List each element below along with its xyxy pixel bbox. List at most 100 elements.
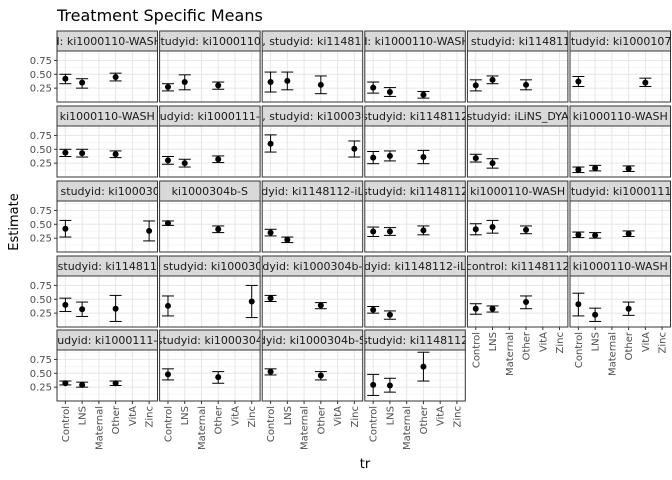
- facet-panel: studyid: ki1000111-: [569, 180, 671, 253]
- facet-strip-label: ki1000110-WASH: [573, 110, 668, 123]
- estimate-point: [351, 145, 358, 152]
- estimate-point: [284, 236, 291, 243]
- panel-border: [466, 50, 569, 103]
- x-tick-label: Zinc: [145, 406, 156, 427]
- estimate-point: [592, 311, 599, 318]
- panel-border: [159, 200, 261, 253]
- panel-background: [570, 276, 671, 327]
- x-tick-label: Maternal: [94, 406, 105, 450]
- y-tick-label: 0.50: [30, 70, 52, 81]
- facet-panel: dyid: ki1148112-iL: [261, 180, 364, 253]
- estimate-point: [575, 231, 582, 238]
- x-tick-label: Maternal: [607, 332, 618, 376]
- estimate-point: [164, 371, 171, 378]
- y-tick-label: 0.75: [30, 56, 52, 67]
- panel-border: [466, 125, 569, 178]
- estimate-point: [317, 372, 324, 379]
- estimate-point: [62, 225, 69, 232]
- estimate-point: [112, 380, 119, 387]
- estimate-point: [625, 165, 632, 172]
- x-tick-label: Zinc: [555, 332, 566, 353]
- y-tick-label: 0.75: [30, 355, 52, 366]
- facet-panel: studyid: ki1148112: [362, 105, 468, 178]
- estimate-point: [489, 224, 496, 231]
- facet-panel: s, studyid: ki1000304: [159, 255, 261, 328]
- panel-border: [159, 349, 261, 402]
- estimate-point: [215, 156, 222, 163]
- facet-strip-label: dyid: ki1148112-iL: [261, 185, 364, 198]
- x-axis-ticks: Control LNS Maternal Other VitA Zinc Control LN…: [61, 327, 669, 450]
- y-tick-label: 0.50: [30, 369, 52, 380]
- panel-border: [56, 125, 158, 178]
- x-tick-label: Control: [61, 406, 72, 442]
- panel-background: [159, 51, 261, 102]
- panel-border: [261, 349, 364, 402]
- panel-border: [56, 275, 158, 328]
- estimate-point: [79, 150, 86, 157]
- estimate-point: [284, 77, 291, 84]
- facet-panel: studyid: ki1148112: [364, 180, 466, 253]
- panel-background: [467, 276, 568, 327]
- x-tick-label: LNS: [591, 332, 602, 351]
- facet-strip-label: ki1000304b-S: [172, 185, 248, 198]
- panel-border: [569, 275, 671, 328]
- estimate-point: [164, 220, 171, 227]
- facet-strip-label: studyid: ki1000107-: [565, 35, 672, 48]
- estimate-point: [164, 84, 171, 91]
- facet-panel: studyid: ki1148112: [364, 329, 466, 402]
- facet-panel: hs, studyid: ki1000304: [250, 105, 376, 178]
- x-tick-label: Other: [214, 405, 225, 434]
- x-tick-label: Zinc: [350, 406, 361, 427]
- estimate-point: [386, 311, 393, 318]
- facet-strip-label: , studyid: ki1148112: [51, 260, 164, 273]
- panel-border: [159, 275, 261, 328]
- estimate-point: [181, 160, 188, 167]
- facet-panel: studyid: ki1000304: [159, 329, 261, 402]
- x-tick-label: Maternal: [402, 406, 413, 450]
- facet-panel: ki1000110-WASH: [569, 255, 671, 328]
- x-tick-label: VitA: [436, 406, 447, 426]
- panel-background: [364, 350, 466, 401]
- facet-strip-label: dyid: ki1000304b-S: [259, 334, 366, 347]
- x-axis-title: tr: [360, 457, 371, 472]
- estimate-point: [370, 306, 377, 313]
- y-tick-label: 0.25: [30, 84, 52, 95]
- x-tick-label: Control: [471, 332, 482, 368]
- x-tick-label: Other: [522, 331, 533, 360]
- estimate-point: [489, 305, 496, 312]
- facet-strip-label: studyid: ki1000110-: [155, 35, 265, 48]
- x-tick-label: VitA: [230, 406, 241, 426]
- estimate-point: [112, 305, 119, 312]
- estimate-point: [215, 226, 222, 233]
- estimate-point: [370, 154, 377, 161]
- panel-border: [364, 349, 466, 402]
- x-tick-label: Control: [369, 406, 380, 442]
- estimate-point: [215, 82, 222, 89]
- estimate-point: [146, 227, 153, 234]
- facet-strip-label: d: ki1000110-WASH: [53, 35, 162, 48]
- x-tick-label: Zinc: [452, 406, 463, 427]
- x-tick-label: Control: [163, 406, 174, 442]
- panel-border: [56, 200, 158, 253]
- estimate-point: [370, 228, 377, 235]
- facet-strip-label: ki1000110-WASH: [60, 110, 155, 123]
- facet-panel: udyid: ki1000111-: [159, 105, 261, 178]
- facet-strip-label: dyid: ki1000304b-: [262, 260, 362, 273]
- facet-panel: hs, studyid: ki1148112: [261, 30, 364, 103]
- estimate-point: [420, 227, 427, 234]
- facet-strip-label: studyid: ki1148112: [362, 110, 468, 123]
- estimate-point: [472, 305, 479, 312]
- estimate-point: [79, 381, 86, 388]
- facet-strip-label: udyid: ki1000111-: [57, 334, 157, 347]
- panel-border: [159, 50, 261, 103]
- estimate-point: [592, 232, 599, 239]
- facet-panel: dyid: ki1000304b-S: [259, 329, 366, 402]
- panel-background: [57, 350, 158, 401]
- panel-background: [262, 350, 363, 401]
- estimate-point: [181, 79, 188, 86]
- panel-border: [569, 200, 671, 253]
- x-tick-label: Control: [266, 406, 277, 442]
- facet-strip-label: hs, studyid: ki1000304: [250, 110, 376, 123]
- x-tick-label: Zinc: [247, 406, 258, 427]
